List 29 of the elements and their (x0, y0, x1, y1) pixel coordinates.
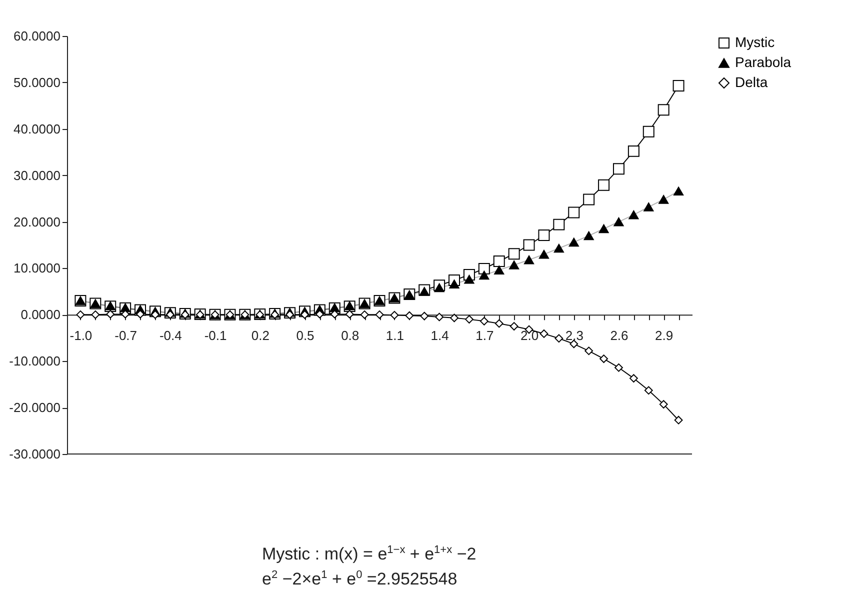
y-tick-label: 0.0000 (20, 307, 60, 322)
text: e$^{2}$ −2×e$^{1}$ + e$^{0}$ =2.9525548 (262, 568, 458, 590)
x-tick-label: -0.1 (204, 328, 227, 344)
x-tick-label: -0.7 (114, 328, 138, 344)
x-tick-label: -0.4 (159, 328, 182, 344)
y-tick-label: 10.0000 (14, 260, 60, 276)
legend-label: Mystic (735, 34, 775, 50)
legend-label: Delta (735, 74, 768, 90)
x-tick-label: 0.2 (251, 328, 270, 344)
legend-label: Parabola (735, 54, 792, 70)
x-tick-label: -1.0 (70, 328, 92, 344)
x-tick-label: 1.1 (386, 328, 404, 344)
x-tick-label: 0.8 (341, 328, 360, 344)
x-tick-label: 2.0 (520, 328, 539, 344)
y-tick-label: 60.0000 (14, 28, 60, 44)
y-tick-label: 30.0000 (14, 168, 60, 183)
x-tick-label: 1.4 (430, 328, 449, 344)
y-tick-label: -10.0000 (9, 354, 60, 369)
x-tick-label: 2.3 (565, 328, 584, 344)
x-tick-label: 2.6 (610, 328, 628, 344)
y-tick-label: 20.0000 (14, 214, 60, 230)
y-tick-label: 40.0000 (14, 121, 60, 136)
y-tick-label: -20.0000 (9, 400, 60, 416)
x-tick-label: 0.5 (296, 328, 314, 344)
text: Mystic : m(x) = e$^{1−x}$ + e$^{1+x}$ −2 (262, 543, 476, 565)
x-tick-label: 1.7 (476, 328, 494, 344)
y-tick-label: -30.0000 (9, 446, 60, 462)
x-tick-label: 2.9 (655, 328, 674, 344)
y-tick-label: 50.0000 (14, 74, 60, 90)
